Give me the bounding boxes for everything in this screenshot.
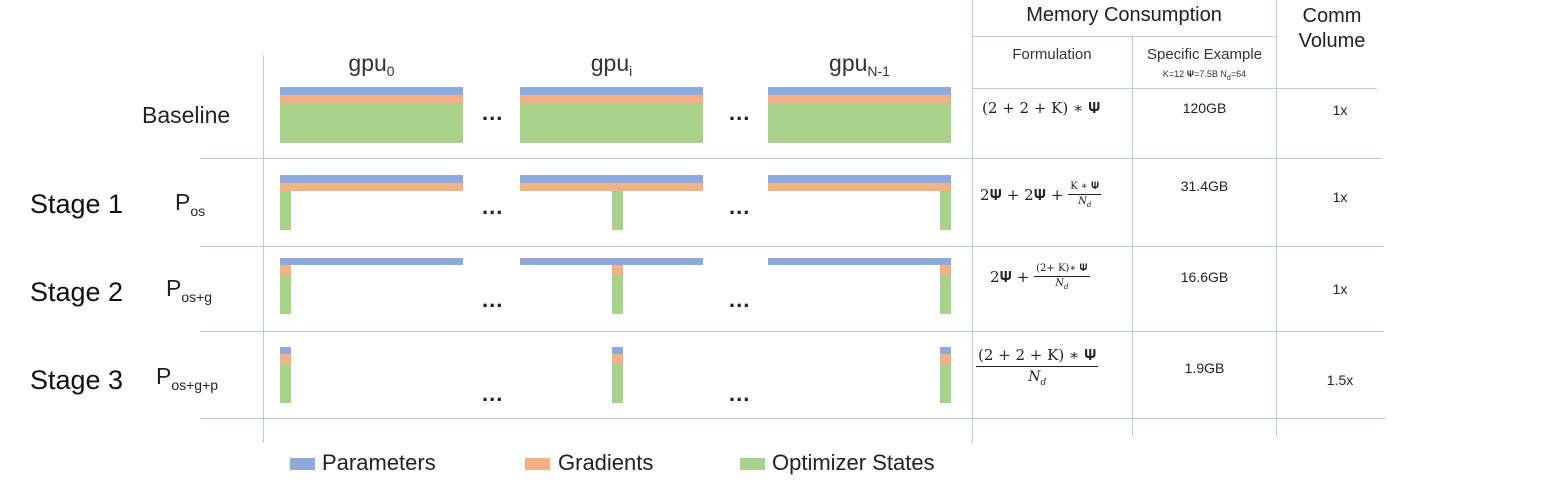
- stage3-gpui-parameter-shard: [612, 347, 623, 354]
- example-baseline: 120GB: [1182, 100, 1227, 116]
- stage2-gpun-gradient-shard: [940, 265, 951, 275]
- gpu-header-0: gpu0: [348, 50, 395, 79]
- example-stage2: 16.6GB: [1180, 269, 1229, 285]
- stage2-gpun-parameters: [768, 258, 951, 265]
- formula-stage1: 2𝚿 + 2𝚿 + K ∗ 𝚿 Nd: [980, 181, 1102, 209]
- divider-memory-header: [972, 36, 1276, 37]
- stage2-gpui-gradient-shard: [612, 265, 623, 275]
- stage1-gpun-gradients: [768, 183, 951, 191]
- divider-table-left: [972, 0, 973, 443]
- divider-row-4: [200, 418, 1386, 419]
- formula-stage3: (2 + 2 + K) ∗ 𝚿 Nd: [976, 346, 1099, 388]
- stage-3-partition-label: Pos+g+p: [156, 363, 219, 393]
- ellipsis-stage1-2: ...: [729, 194, 751, 219]
- legend-label-optimizer-states: Optimizer States: [772, 450, 935, 475]
- stage3-gpun-optimizer-shard: [940, 364, 951, 403]
- formula-stage2: 2𝚿 + (2+ K)∗ 𝚿 Nd: [990, 263, 1090, 291]
- stage-2-partition-label: Pos+g: [166, 275, 213, 305]
- example-stage1: 31.4GB: [1180, 178, 1229, 194]
- stage-3-label: Stage 3: [30, 365, 124, 395]
- stage3-gpui-optimizer-shard: [612, 364, 623, 403]
- comm-stage2: 1x: [1332, 281, 1348, 297]
- stage2-gpui-parameters: [520, 258, 703, 265]
- divider-row-2: [200, 246, 1384, 247]
- baseline-gpun-optimizer: [768, 103, 951, 143]
- divider-example-left: [1132, 36, 1133, 436]
- stage1-gpu0-parameters: [280, 175, 463, 183]
- legend-swatch-parameters: [290, 458, 315, 470]
- stage2-gpu0-gradient-shard: [280, 265, 291, 275]
- ellipsis-stage3-1: ...: [482, 381, 504, 406]
- comm-stage3: 1.5x: [1326, 372, 1354, 388]
- stage1-gpui-optimizer-shard: [612, 191, 623, 230]
- stage2-gpun-optimizer-shard: [940, 275, 951, 314]
- stage3-gpui-gradient-shard: [612, 354, 623, 364]
- ellipsis-stage2-2: ...: [729, 287, 751, 312]
- ellipsis-stage1-1: ...: [482, 194, 504, 219]
- baseline-gpu0-parameters: [280, 87, 463, 95]
- stage2-gpu0-parameters: [280, 258, 463, 265]
- stage3-gpu0-parameter-shard: [280, 347, 291, 354]
- stage3-gpun-gradient-shard: [940, 354, 951, 364]
- memory-consumption-header: Memory Consumption: [1026, 4, 1222, 26]
- divider-gpu-area-left: [263, 55, 264, 443]
- row-label-baseline: Baseline: [142, 102, 231, 128]
- comm-stage1: 1x: [1332, 189, 1348, 205]
- divider-row-1: [200, 158, 1382, 159]
- gpu-header-n-1: gpuN-1: [829, 50, 890, 79]
- specific-example-params: K=12 𝚿=7.5B Nd=64: [1162, 69, 1247, 82]
- formulation-header: Formulation: [1012, 46, 1092, 63]
- stage-1-label: Stage 1: [30, 189, 124, 219]
- stage2-gpu0-optimizer-shard: [280, 275, 291, 314]
- example-stage3: 1.9GB: [1184, 360, 1225, 376]
- baseline-gpun-gradients: [768, 95, 951, 103]
- divider-header-row: [972, 88, 1377, 89]
- specific-example-header: Specific Example: [1146, 46, 1263, 63]
- formula-baseline: (2 + 2 + K) ∗ 𝚿: [982, 99, 1101, 117]
- ellipsis-baseline-2: ...: [729, 100, 751, 125]
- stage1-gpu0-optimizer-shard: [280, 191, 291, 230]
- legend-label-gradients: Gradients: [558, 450, 654, 475]
- stage-1-partition-label: Pos: [175, 189, 206, 219]
- stage3-gpu0-optimizer-shard: [280, 364, 291, 403]
- stage1-gpun-optimizer-shard: [940, 191, 951, 230]
- legend-swatch-gradients: [525, 458, 550, 470]
- stage1-gpui-gradients: [520, 183, 703, 191]
- divider-comm-left: [1276, 0, 1277, 436]
- baseline-gpui-gradients: [520, 95, 703, 103]
- ellipsis-baseline-1: ...: [482, 100, 504, 125]
- comm-volume-header: Comm Volume: [1298, 5, 1366, 52]
- baseline-gpui-optimizer: [520, 103, 703, 143]
- baseline-gpu0-optimizer: [280, 103, 463, 143]
- comm-baseline: 1x: [1332, 102, 1348, 118]
- ellipsis-stage2-1: ...: [482, 287, 504, 312]
- legend-swatch-optimizer-states: [740, 458, 765, 470]
- baseline-gpui-parameters: [520, 87, 703, 95]
- baseline-gpu0-gradients: [280, 95, 463, 103]
- stage1-gpu0-gradients: [280, 183, 463, 191]
- stage1-gpui-parameters: [520, 175, 703, 183]
- stage3-gpun-parameter-shard: [940, 347, 951, 354]
- stage1-gpun-parameters: [768, 175, 951, 183]
- ellipsis-stage3-2: ...: [729, 381, 751, 406]
- stage3-gpu0-gradient-shard: [280, 354, 291, 364]
- gpu-header-i: gpui: [590, 50, 633, 79]
- legend-label-parameters: Parameters: [322, 450, 436, 475]
- baseline-gpun-parameters: [768, 87, 951, 95]
- divider-row-3: [200, 331, 1384, 332]
- stage-2-label: Stage 2: [30, 277, 124, 307]
- stage2-gpui-optimizer-shard: [612, 275, 623, 314]
